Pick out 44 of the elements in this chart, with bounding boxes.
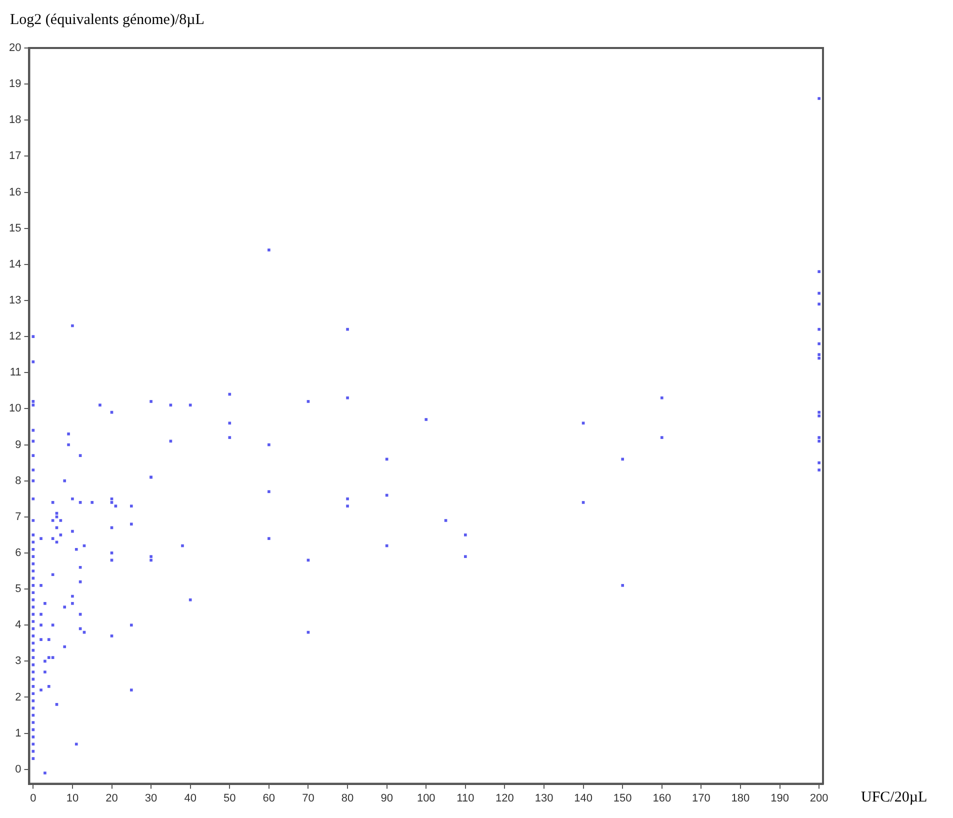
x-tick-label: 200	[810, 792, 828, 804]
y-tick-label: 9	[15, 438, 22, 451]
x-tick-label: 170	[692, 792, 710, 804]
y-tick-label: 12	[8, 330, 22, 343]
x-tick-label: 160	[652, 792, 672, 804]
x-tick-label: 60	[262, 792, 276, 804]
y-tick-label: 16	[8, 186, 22, 198]
y-tick-label: 20	[8, 42, 22, 54]
x-tick-label: 130	[534, 792, 554, 804]
x-tick-label: 180	[731, 792, 750, 804]
y-tick-label: 3	[15, 655, 22, 668]
y-tick-label: 8	[15, 474, 22, 487]
x-tick-label: 150	[613, 792, 632, 804]
y-tick-label: 19	[8, 78, 22, 90]
x-axis-title: UFC/20µL	[861, 790, 928, 806]
y-tick-label: 4	[15, 619, 22, 632]
x-tick-label: 110	[456, 792, 474, 804]
y-tick-label: 14	[8, 258, 22, 270]
x-tick-label: 100	[416, 792, 436, 804]
x-tick-label: 120	[496, 792, 514, 804]
x-tick-label: 40	[184, 792, 196, 804]
y-tick-label: 13	[8, 294, 22, 307]
y-tick-label: 6	[15, 546, 22, 559]
x-tick-label: 140	[574, 792, 592, 804]
y-tick-label: 1	[15, 727, 22, 740]
y-tick-label: 11	[10, 366, 22, 379]
x-tick-label: 70	[302, 792, 314, 804]
y-axis-title: Log2 (équivalents génome)/8µL	[10, 12, 204, 28]
x-tick-label: 30	[144, 792, 158, 804]
y-tick-label: 15	[8, 222, 22, 234]
y-tick-label: 7	[15, 510, 22, 523]
x-tick-label: 80	[341, 792, 354, 804]
y-tick-label: 18	[8, 114, 22, 126]
x-tick-label: 50	[224, 792, 236, 804]
y-tick-label: 17	[8, 150, 22, 162]
x-tick-label: 20	[106, 792, 118, 804]
y-tick-label: 5	[15, 583, 22, 596]
y-tick-label: 10	[8, 402, 22, 415]
x-tick-label: 90	[380, 792, 393, 804]
x-tick-label: 10	[66, 792, 79, 804]
x-tick-label: 190	[770, 792, 789, 804]
y-tick-label: 0	[15, 763, 22, 776]
x-tick-label: 0	[30, 792, 36, 804]
y-tick-label: 2	[15, 691, 22, 704]
